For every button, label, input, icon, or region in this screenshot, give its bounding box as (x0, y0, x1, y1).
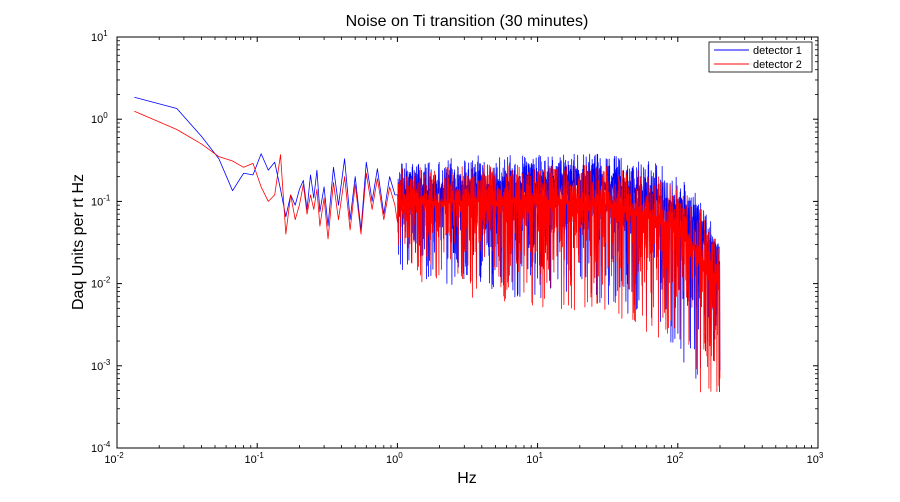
x-tick-label: 10-1 (245, 451, 265, 466)
x-tick-base: 10 (245, 454, 257, 466)
y-axis-label: Daq Units per rt Hz (70, 174, 87, 310)
y-tick-base: 10 (91, 361, 103, 373)
y-tick-base: 10 (91, 32, 103, 44)
x-tick-label: 102 (666, 451, 683, 466)
y-tick-exponent: 1 (103, 29, 108, 38)
x-tick-base: 10 (666, 454, 678, 466)
x-tick-label: 103 (807, 451, 824, 466)
legend-box (708, 41, 813, 73)
x-tick-label: 100 (386, 451, 403, 466)
x-tick-exponent: -1 (257, 451, 265, 460)
x-tick-exponent: 2 (679, 451, 684, 460)
y-tick-label: 10-2 (91, 276, 111, 291)
legend: detector 1 detector 2 (708, 41, 813, 73)
y-tick-exponent: -1 (103, 193, 111, 202)
y-tick-label: 101 (91, 29, 108, 44)
y-tick-base: 10 (91, 114, 103, 126)
series-line-detector-2 (134, 110, 721, 393)
legend-label-detector-1: detector 1 (753, 45, 802, 57)
x-tick-exponent: 0 (398, 451, 403, 460)
x-tick-base: 10 (386, 454, 398, 466)
y-tick-exponent: -3 (103, 358, 111, 367)
x-tick-base: 10 (807, 454, 819, 466)
y-tick-label: 100 (91, 111, 108, 126)
y-tick-base: 10 (91, 279, 103, 291)
plot-area (134, 96, 721, 393)
y-tick-exponent: -2 (103, 276, 111, 285)
y-tick-label: 10-4 (91, 440, 111, 455)
x-axis-label: Hz (457, 470, 477, 487)
y-tick-exponent: -4 (103, 440, 111, 449)
x-tick-exponent: -2 (117, 451, 125, 460)
x-axis: 10-2 10-1 100 101 102 103 (104, 37, 824, 466)
x-tick-base: 10 (104, 454, 116, 466)
y-tick-exponent: 0 (103, 111, 108, 120)
x-tick-base: 10 (526, 454, 538, 466)
x-tick-exponent: 1 (538, 451, 543, 460)
legend-label-detector-2: detector 2 (753, 59, 802, 71)
x-tick-exponent: 3 (819, 451, 824, 460)
chart-title: Noise on Ti transition (30 minutes) (346, 13, 589, 30)
y-tick-base: 10 (91, 196, 103, 208)
y-tick-label: 10-1 (91, 193, 111, 208)
x-tick-label: 10-2 (104, 451, 124, 466)
y-tick-base: 10 (91, 443, 103, 455)
plot-frame (116, 36, 819, 449)
y-tick-label: 10-3 (91, 358, 111, 373)
x-tick-label: 101 (526, 451, 543, 466)
